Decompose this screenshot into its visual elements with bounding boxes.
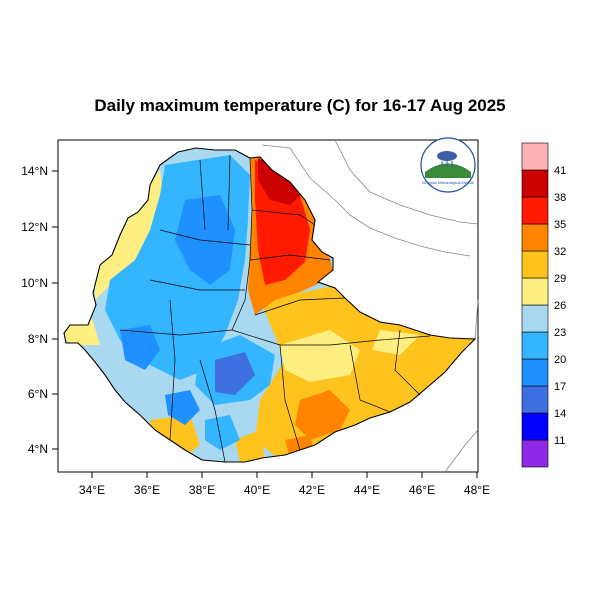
colorbar-label: 26: [554, 300, 566, 312]
colorbar-swatch: [521, 169, 549, 198]
admin-borders: [119, 154, 431, 463]
x-axis-ticks: [91, 472, 478, 478]
x-tick-label: 46°E: [409, 483, 435, 497]
colorbar-swatch: [521, 304, 549, 333]
x-tick-label: 40°E: [244, 483, 270, 497]
emi-logo: Ethiopian Meteorological Institute: [420, 137, 476, 193]
colorbar-swatch: [521, 331, 549, 360]
colorbar-swatch: [521, 142, 549, 171]
colorbar-label: 20: [554, 354, 566, 366]
colorbar-swatch: [521, 439, 549, 468]
map-title: Daily maximum temperature (C) for 16-17 …: [94, 96, 506, 115]
colorbar: 11 14 17 20 23 26 29 32 35 38 41: [521, 142, 566, 468]
x-tick-label: 42°E: [299, 483, 325, 497]
x-tick-label: 36°E: [134, 483, 160, 497]
neighbor-borders: [261, 139, 479, 473]
colorbar-swatch: [521, 196, 549, 225]
colorbar-label: 32: [554, 246, 566, 258]
colorbar-label: 38: [554, 192, 566, 204]
y-tick-label: 10°N: [21, 276, 48, 290]
colorbar-label: 35: [554, 219, 566, 231]
x-tick-label: 38°E: [189, 483, 215, 497]
colorbar-swatch: [521, 250, 549, 279]
colorbar-swatch: [521, 358, 549, 387]
x-axis-labels: 34°E 36°E 38°E 40°E 42°E 44°E 46°E 48°E: [79, 483, 490, 497]
colorbar-label: 14: [554, 408, 566, 420]
colorbar-swatch: [521, 385, 549, 414]
colorbar-label: 23: [554, 327, 566, 339]
colorbar-label: 11: [554, 435, 565, 447]
y-axis-ticks: [52, 170, 58, 450]
colorbar-label: 41: [554, 165, 566, 177]
colorbar-swatch: [521, 223, 549, 252]
y-tick-label: 14°N: [21, 164, 48, 178]
y-tick-label: 12°N: [21, 220, 48, 234]
colorbar-label: 29: [554, 273, 566, 285]
x-tick-label: 48°E: [464, 483, 490, 497]
y-axis-labels: 14°N 12°N 10°N 8°N 6°N 4°N: [21, 164, 48, 456]
x-tick-label: 44°E: [354, 483, 380, 497]
x-tick-label: 34°E: [79, 483, 105, 497]
y-tick-label: 4°N: [28, 442, 48, 456]
colorbar-swatch: [521, 277, 549, 306]
colorbar-swatch: [521, 412, 549, 441]
logo-text: Ethiopian Meteorological Institute: [422, 181, 474, 185]
y-tick-label: 6°N: [28, 387, 48, 401]
colorbar-label: 17: [554, 381, 566, 393]
y-tick-label: 8°N: [28, 332, 48, 346]
